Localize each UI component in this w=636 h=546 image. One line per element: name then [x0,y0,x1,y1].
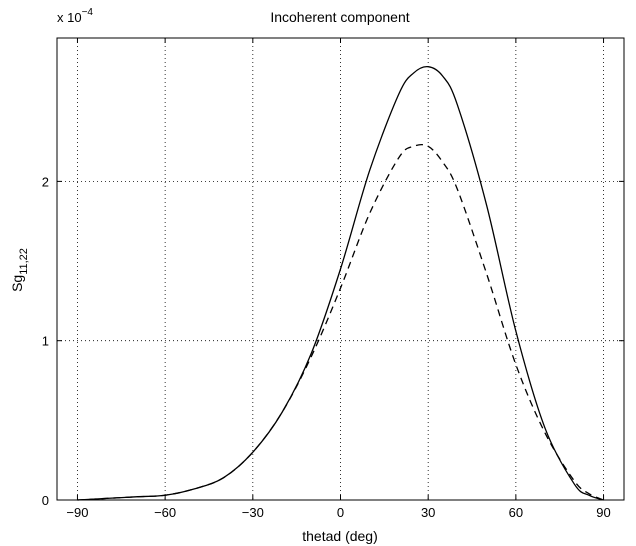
y-tick-label: 0 [42,493,49,508]
x-axis-label: thetad (deg) [302,528,378,544]
ticks [57,38,624,501]
svg-text:Sg11,22: Sg11,22 [9,248,30,292]
x-tick-label: −60 [154,505,176,520]
y-multiplier-base: x 10 [57,10,82,25]
x-tick-label: −90 [66,505,88,520]
y-tick-label: 2 [42,174,49,189]
y-tick-label: 1 [42,334,49,349]
chart-title: Incoherent component [270,9,409,25]
x-tick-label: −30 [242,505,264,520]
y-multiplier-exponent: −4 [82,7,94,18]
y-axis-label-subscript: 11,22 [18,248,30,275]
x-tick-label: 90 [596,505,610,520]
x-tick-label: 60 [509,505,523,520]
tick-labels: −90 −60 −30 0 30 60 90 0 1 2 [42,174,611,520]
series-group [77,65,604,501]
x-tick-label: 0 [337,505,344,520]
y-multiplier: x 10−4 [57,7,93,25]
x-tick-label: 30 [421,505,435,520]
y-axis-label-main: Sg [9,275,25,292]
y-axis-label: Sg11,22 [9,248,30,292]
